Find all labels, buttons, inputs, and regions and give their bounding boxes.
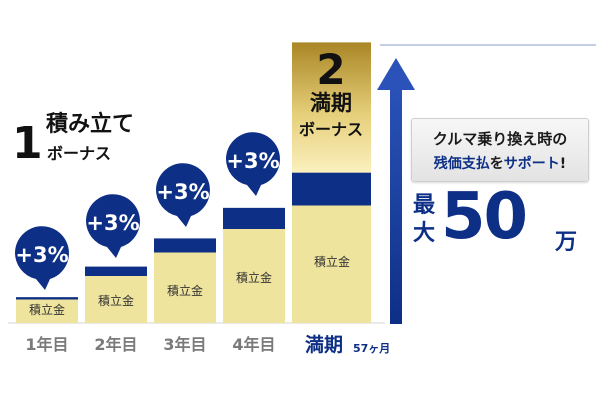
legend-1-title: 積み立て xyxy=(46,111,134,137)
callout-particle: を xyxy=(489,156,504,172)
bonus-bar xyxy=(154,238,216,253)
bars-group xyxy=(16,42,371,323)
callout-exclaim: ! xyxy=(559,156,567,172)
deposit-bar xyxy=(154,252,216,323)
category-label: 1年目 xyxy=(25,335,68,354)
deposit-bar xyxy=(292,205,371,323)
callout-line-2: 残価支払をサポート! xyxy=(412,153,588,173)
maturity-period-note: 57ヶ月 xyxy=(353,342,390,355)
legend-2-subtitle: ボーナス xyxy=(299,120,363,139)
legend-1-subtitle: ボーナス xyxy=(47,144,111,163)
up-arrow-shaft xyxy=(390,84,402,324)
callout-residual: 残価支払 xyxy=(433,156,490,172)
callout-support: サポート xyxy=(503,156,560,172)
category-label: 4年目 xyxy=(232,335,275,354)
deposit-label: 積立金 xyxy=(314,254,350,269)
category-label-maturity: 満期 xyxy=(305,334,343,356)
category-label: 3年目 xyxy=(163,335,206,354)
support-callout: クルマ乗り換え時の 残価支払をサポート! xyxy=(411,118,589,182)
callout-line-1: クルマ乗り換え時の xyxy=(432,130,568,148)
bonus-bar xyxy=(223,207,285,229)
legend-2-number: 2 xyxy=(316,45,345,94)
deposit-label: 積立金 xyxy=(236,270,272,285)
deposit-label: 積立金 xyxy=(29,302,65,317)
max-unit: 万 xyxy=(555,230,578,255)
deposit-label: 積立金 xyxy=(167,283,203,298)
bonus-badge: +3% xyxy=(14,226,69,290)
bonus-badge-label: +3% xyxy=(86,211,139,235)
bonus-badge: +3% xyxy=(155,163,210,227)
bonus-badge-label: +3% xyxy=(226,149,279,173)
legend-1-number: 1 xyxy=(12,118,43,169)
max-label: 最大 xyxy=(413,193,436,246)
bonus-badge-label: +3% xyxy=(15,243,68,267)
deposit-bar xyxy=(223,229,285,323)
bonus-badge: +3% xyxy=(85,194,140,258)
deposit-label: 積立金 xyxy=(98,293,134,308)
bonus-bar xyxy=(16,297,78,300)
maturity-bonus-bar xyxy=(292,42,371,173)
category-label: 2年目 xyxy=(94,335,137,354)
deposit-bar xyxy=(16,299,78,323)
bonus-badge-label: +3% xyxy=(156,180,209,204)
deposit-bar xyxy=(85,276,147,323)
bonus-badge: +3% xyxy=(225,132,280,196)
bonus-bar xyxy=(292,172,371,206)
bonus-bar xyxy=(85,266,147,276)
max-amount: 最大 50 万 xyxy=(413,180,593,258)
max-number: 50 xyxy=(441,180,528,254)
up-arrow-head xyxy=(377,58,415,90)
legend-2-title: 満期 xyxy=(310,91,352,115)
